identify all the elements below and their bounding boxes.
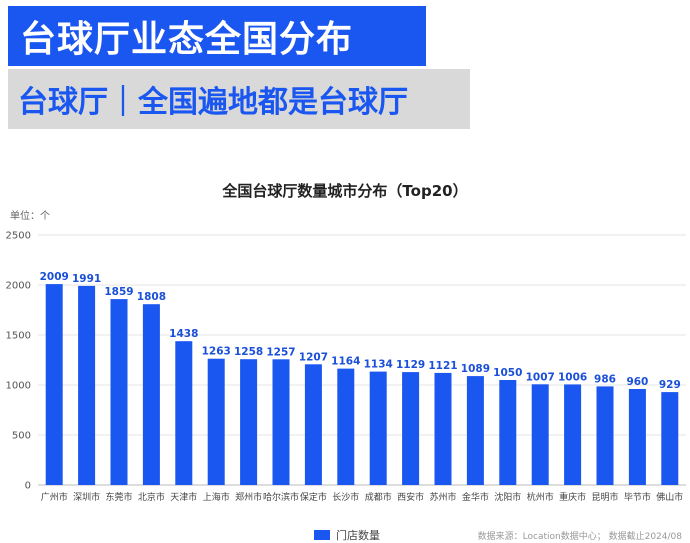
- data-label: 1859: [104, 286, 133, 298]
- legend-swatch: [314, 530, 330, 540]
- data-label: 1134: [364, 359, 393, 371]
- y-tick-label: 2000: [6, 281, 31, 292]
- bar: [531, 384, 549, 485]
- x-tick-label: 成都市: [365, 491, 392, 503]
- legend-label: 门店数量: [336, 529, 380, 542]
- y-tick-label: 0: [25, 481, 31, 492]
- data-label: 1007: [526, 371, 555, 383]
- chart-title: 全国台球厅数量城市分布（Top20）: [222, 182, 468, 200]
- x-tick-label: 北京市: [138, 491, 165, 503]
- bar: [142, 304, 160, 485]
- bar: [402, 372, 420, 485]
- x-tick-label: 佛山市: [656, 491, 683, 503]
- x-tick-label: 杭州市: [527, 491, 554, 503]
- x-tick-label: 重庆市: [559, 491, 586, 503]
- x-tick-label: 长沙市: [332, 491, 359, 503]
- x-tick-label: 金华市: [462, 491, 489, 503]
- bar: [369, 371, 387, 485]
- bar: [45, 284, 63, 485]
- data-label: 960: [626, 376, 648, 388]
- y-tick-label: 1500: [6, 331, 31, 342]
- x-tick-label: 沈阳市: [494, 491, 521, 503]
- bar: [110, 299, 128, 485]
- y-tick-label: 2500: [6, 231, 31, 242]
- data-label: 1164: [331, 356, 360, 368]
- subtitle-banner: 台球厅｜全国遍地都是台球厅: [8, 69, 470, 129]
- bar: [304, 364, 322, 485]
- data-label: 1438: [169, 328, 198, 340]
- x-tick-label: 天津市: [170, 491, 197, 503]
- title-banner: 台球厅业态全国分布: [8, 6, 426, 66]
- page-subtitle: 台球厅｜全国遍地都是台球厅: [18, 85, 408, 120]
- x-tick-label: 西安市: [397, 491, 424, 503]
- x-tick-label: 苏州市: [429, 491, 456, 503]
- data-label: 1808: [137, 291, 166, 303]
- data-label: 1263: [202, 346, 231, 358]
- data-label: 1258: [234, 346, 263, 358]
- data-label: 1121: [428, 360, 457, 372]
- x-tick-label: 昆明市: [591, 491, 618, 503]
- bar: [240, 359, 258, 485]
- x-tick-label: 毕节市: [624, 491, 651, 503]
- bar: [466, 376, 484, 485]
- data-label: 929: [659, 379, 681, 391]
- data-label: 1207: [299, 351, 328, 363]
- data-label: 2009: [40, 271, 69, 283]
- data-label: 1129: [396, 359, 425, 371]
- x-tick-label: 保定市: [300, 491, 327, 503]
- bar: [499, 380, 517, 485]
- bar: [272, 359, 290, 485]
- bar: [661, 392, 679, 485]
- unit-label: 单位：个: [10, 211, 50, 222]
- bar: [564, 384, 582, 485]
- data-label: 1991: [72, 273, 101, 285]
- bar: [207, 358, 225, 485]
- bar: [175, 341, 193, 485]
- data-label: 1050: [493, 367, 522, 379]
- x-tick-label: 东莞市: [105, 491, 132, 503]
- source-note: 数据来源：Location数据中心； 数据截止2024/08: [477, 532, 682, 542]
- bar: [596, 386, 614, 485]
- data-label: 1089: [461, 363, 490, 375]
- page-title: 台球厅业态全国分布: [20, 19, 354, 60]
- data-label: 1006: [558, 371, 587, 383]
- x-tick-label: 上海市: [203, 491, 230, 503]
- bar: [78, 285, 96, 485]
- legend: 门店数量: [314, 527, 380, 543]
- x-tick-label: 深圳市: [73, 491, 100, 503]
- data-label: 1257: [266, 346, 295, 358]
- y-tick-label: 500: [12, 431, 31, 442]
- y-tick-label: 1000: [6, 381, 31, 392]
- x-tick-label: 广州市: [41, 491, 68, 503]
- bar: [434, 372, 452, 485]
- bar: [628, 389, 646, 485]
- bar: [337, 368, 355, 485]
- data-label: 986: [594, 373, 616, 385]
- x-tick-label: 哈尔滨市: [263, 491, 299, 503]
- x-tick-label: 郑州市: [235, 491, 262, 503]
